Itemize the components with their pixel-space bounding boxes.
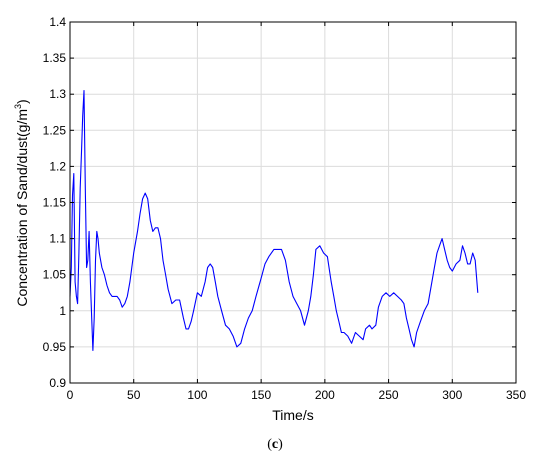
x-tick-label: 150: [251, 388, 271, 402]
x-tick-label: 0: [67, 388, 74, 402]
axis-ticks: 0 50 100 150 200 250 300 350 0.9 0.95 1 1.05 1.1 1.15…: [43, 15, 527, 402]
caption-open: (: [267, 437, 272, 452]
y-tick-label: 1.35: [43, 51, 67, 65]
y-tick-label: 1.3: [49, 87, 66, 101]
x-tick-label: 100: [187, 388, 207, 402]
x-tick-label: 200: [315, 388, 335, 402]
x-tick-label: 250: [379, 388, 399, 402]
y-tick-label: 0.95: [43, 340, 67, 354]
y-tick-label: 1: [59, 304, 66, 318]
figure-caption: (c): [0, 437, 550, 453]
y-tick-label: 1.1: [49, 232, 66, 246]
y-tick-label: 1.25: [43, 123, 67, 137]
x-tick-label: 300: [442, 388, 462, 402]
series-line: [69, 90, 479, 352]
x-axis-title: Time/s: [272, 407, 313, 423]
y-axis-title-close: ): [14, 99, 30, 104]
y-tick-label: 1.2: [49, 159, 66, 173]
y-axis-title: Concentration of Sand/dust(g/m3): [13, 99, 30, 306]
data-series: [69, 90, 479, 352]
y-tick-label: 0.9: [49, 376, 66, 390]
y-tick-label: 1.4: [49, 15, 66, 29]
x-tick-label: 50: [127, 388, 141, 402]
y-tick-label: 1.15: [43, 196, 67, 210]
y-axis-title-text: Concentration of Sand/dust(g/m: [14, 109, 30, 307]
y-axis-title-superscript: 3: [13, 104, 23, 109]
x-tick-label: 350: [506, 388, 526, 402]
y-tick-label: 1.05: [43, 268, 67, 282]
caption-letter: c: [271, 437, 279, 452]
caption-close: ): [278, 437, 283, 452]
